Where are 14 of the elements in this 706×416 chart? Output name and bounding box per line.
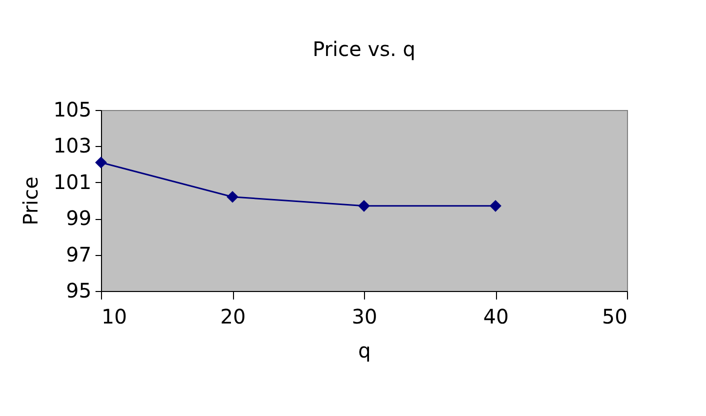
y-tick-label: 97: [66, 242, 92, 266]
x-axis-title: q: [358, 338, 371, 362]
y-tick-label: 105: [53, 98, 92, 122]
y-tick-label: 101: [53, 170, 92, 194]
x-tick-label: 40: [483, 304, 509, 328]
y-tick-label: 99: [66, 206, 92, 230]
x-tick-label: 20: [220, 304, 246, 328]
x-tick-label: 30: [352, 304, 378, 328]
y-axis-title: Price: [18, 176, 42, 226]
chart-title: Price vs. q: [312, 37, 416, 61]
y-tick-label: 95: [66, 278, 92, 302]
x-tick-label: 50: [602, 304, 628, 328]
x-tick-label: 10: [102, 304, 127, 328]
y-tick-label: 103: [53, 134, 92, 158]
